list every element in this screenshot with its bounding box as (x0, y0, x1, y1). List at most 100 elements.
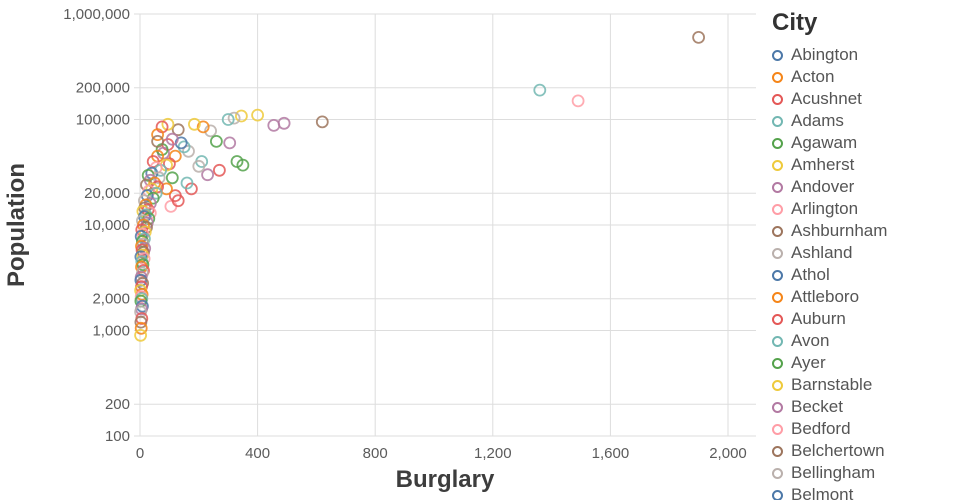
legend-item-label: Bellingham (791, 463, 876, 483)
legend-item: Arlington (772, 198, 957, 220)
legend-item-label: Attleboro (791, 287, 860, 307)
x-tick-label: 1,600 (592, 445, 630, 462)
scatter-point (160, 182, 173, 196)
legend: City Abington Acton Acushnet Adams Agawam Amh… (772, 9, 957, 500)
legend-swatch-circle-icon (772, 335, 783, 347)
legend-item: Bedford (772, 418, 957, 440)
legend-item-label: Arlington (791, 199, 859, 219)
legend-swatch-circle-icon (772, 489, 783, 500)
scatter-point (533, 83, 547, 97)
scatter-point (227, 111, 241, 125)
x-tick-label: 800 (363, 445, 388, 462)
scatter-point (209, 134, 223, 148)
x-tick-label: 400 (245, 445, 270, 462)
legend-item: Ashburnham (772, 220, 957, 242)
legend-item-label: Avon (791, 331, 830, 351)
scatter-point (182, 144, 195, 158)
scatter-point (204, 124, 218, 138)
scatter-point (192, 159, 206, 173)
scatter-point (168, 189, 182, 203)
legend-swatch-circle-icon (772, 269, 783, 281)
legend-swatch-circle-icon (772, 291, 783, 303)
gridlines (134, 13, 756, 437)
legend-item-label: Auburn (791, 309, 846, 329)
legend-item-label: Abington (791, 45, 859, 65)
legend-item: Barnstable (772, 374, 957, 396)
scatter-plot: 0 400 800 1,200 1,600 2,000 100 200 1,000 2,000 10… (3, 6, 756, 493)
legend-item: Ayer (772, 352, 957, 374)
y-tick-label: 20,000 (84, 185, 130, 202)
legend-swatch-circle-icon (772, 115, 783, 127)
y-tick-label: 100 (105, 428, 130, 445)
x-tick-label: 0 (136, 445, 144, 462)
legend-item: Abington (772, 44, 957, 66)
legend-item-label: Becket (791, 397, 843, 417)
legend-swatch-circle-icon (772, 467, 783, 479)
scatter-point (180, 176, 194, 190)
legend-item-label: Andover (791, 177, 855, 197)
legend-swatch-circle-icon (772, 379, 783, 391)
scatter-point (134, 321, 148, 335)
legend-item-label: Athol (791, 265, 830, 285)
legend-item: Bellingham (772, 462, 957, 484)
legend-item: Avon (772, 330, 957, 352)
y-tick-label: 1,000,000 (63, 6, 130, 23)
legend-item: Athol (772, 264, 957, 286)
scatter-point (151, 134, 165, 148)
legend-swatch-circle-icon (772, 49, 783, 61)
legend-item-label: Ayer (791, 353, 826, 373)
legend-swatch-circle-icon (772, 313, 783, 325)
legend-swatch-circle-icon (772, 93, 783, 105)
y-tick-label: 10,000 (84, 217, 130, 234)
scatter-point (692, 31, 705, 44)
legend-item-label: Belmont (791, 485, 854, 500)
legend-item-label: Belchertown (791, 441, 885, 461)
scatter-point (165, 132, 179, 146)
scatter-points (134, 31, 705, 342)
scatter-point (315, 115, 329, 129)
scatter-point (571, 94, 585, 108)
legend-swatch-circle-icon (772, 247, 783, 259)
legend-item-label: Barnstable (791, 375, 873, 395)
legend-item: Acton (772, 66, 957, 88)
legend-item-label: Acushnet (791, 89, 862, 109)
scatter-point (236, 158, 250, 172)
x-axis-title: Burglary (396, 466, 495, 493)
scatter-point (151, 128, 165, 142)
legend-swatch-circle-icon (772, 225, 783, 237)
legend-item-label: Acton (791, 67, 835, 87)
legend-swatch-circle-icon (772, 181, 783, 193)
legend-items: Abington Acton Acushnet Adams Agawam Amherst A… (772, 44, 957, 500)
scatter-point (171, 123, 185, 137)
x-tick-label: 2,000 (709, 445, 747, 462)
legend-title: City (772, 9, 818, 36)
y-tick-label: 200 (105, 396, 130, 413)
legend-item: Amherst (772, 154, 957, 176)
legend-swatch-circle-icon (772, 445, 783, 457)
scatter-point (251, 108, 265, 122)
legend-item: Belmont (772, 484, 957, 500)
scatter-point (267, 119, 281, 132)
y-tick-label: 1,000 (92, 323, 130, 340)
y-tick-label: 2,000 (92, 291, 130, 308)
legend-swatch-circle-icon (772, 401, 783, 413)
scatter-point (196, 120, 210, 134)
scatter-point (164, 199, 178, 213)
scatter-point (234, 109, 248, 123)
legend-item-label: Agawam (791, 133, 858, 153)
legend-item: Acushnet (772, 88, 957, 110)
legend-item-label: Adams (791, 111, 844, 131)
legend-item-label: Ashland (791, 243, 853, 263)
legend-item-label: Bedford (791, 419, 851, 439)
x-tick-label: 1,200 (474, 445, 512, 462)
scatter-point (137, 252, 151, 266)
scatter-point (134, 229, 148, 243)
legend-item: Agawam (772, 132, 957, 154)
legend-item: Adams (772, 110, 957, 132)
scatter-point (187, 117, 201, 131)
scatter-point (165, 171, 179, 185)
legend-swatch-circle-icon (772, 71, 783, 83)
scatter-point (223, 136, 237, 150)
scatter-point (212, 163, 226, 177)
